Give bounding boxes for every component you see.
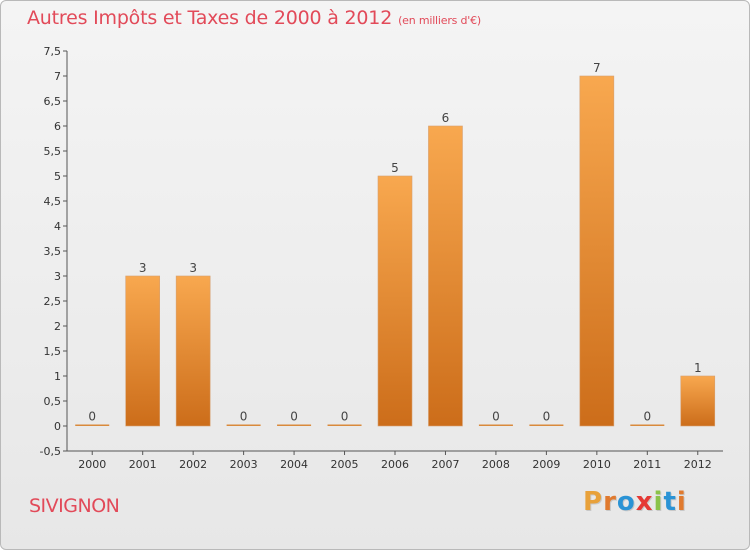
- logo-letter: r: [603, 487, 617, 517]
- y-tick-label: 4: [54, 220, 61, 233]
- y-tick-label: 3,5: [44, 245, 62, 258]
- x-tick-label-2003: 2003: [230, 458, 258, 471]
- bar-2011: [630, 424, 665, 426]
- x-tick-label-2005: 2005: [331, 458, 359, 471]
- value-label-2004: 0: [290, 410, 298, 424]
- x-tick-label-2012: 2012: [684, 458, 712, 471]
- y-tick-label: 6,5: [44, 95, 62, 108]
- value-label-2003: 0: [240, 410, 248, 424]
- chart-axes: -0,5 0 0,5 1 1,5 2 2,5 3 3,5 4 4,5 5 5,5 6 6,5 7 7,5 2000…: [40, 45, 723, 471]
- chart-title: Autres Impôts et Taxes de 2000 à 2012 (en…: [27, 7, 481, 29]
- proxiti-logo: Proxiti: [583, 487, 687, 517]
- bar-2003: [226, 424, 261, 426]
- bar-2004: [277, 424, 312, 426]
- bar-2007: [428, 125, 463, 427]
- x-tick-label-2007: 2007: [431, 458, 459, 471]
- x-tick-label-2011: 2011: [633, 458, 661, 471]
- bar-2009: [529, 424, 564, 426]
- logo-letter: o: [616, 487, 636, 517]
- y-tick-label: 7: [54, 70, 61, 83]
- value-label-2011: 0: [643, 410, 651, 424]
- bar-2006: [377, 175, 413, 427]
- y-tick-label: 7,5: [44, 45, 62, 58]
- x-tick-label-2010: 2010: [583, 458, 611, 471]
- value-label-2009: 0: [543, 410, 551, 424]
- chart-title-text: Autres Impôts et Taxes de 2000 à 2012: [27, 7, 393, 29]
- y-tick-label: 0: [54, 420, 61, 433]
- chart-value-labels: 0 3 3 0 0 0 5 6 0 0 7 0 1: [88, 61, 701, 424]
- x-tick-label-2009: 2009: [532, 458, 560, 471]
- x-tick-label-2006: 2006: [381, 458, 409, 471]
- value-label-2012: 1: [694, 361, 702, 375]
- bar-2002: [175, 275, 211, 427]
- bar-2001: [125, 275, 160, 427]
- value-label-2002: 3: [189, 261, 197, 275]
- logo-letter: i: [676, 487, 687, 517]
- y-tick-label: 2,5: [44, 295, 62, 308]
- y-tick-label: 1: [54, 370, 61, 383]
- value-label-2010: 7: [593, 61, 601, 75]
- y-tick-label: 2: [54, 320, 61, 333]
- commune-name: SIVIGNON: [29, 495, 120, 517]
- x-tick-label-2002: 2002: [179, 458, 207, 471]
- value-label-2007: 6: [442, 111, 450, 125]
- value-label-2000: 0: [88, 410, 96, 424]
- bar-2012: [680, 375, 716, 427]
- logo-letter: t: [663, 487, 677, 517]
- value-label-2006: 5: [391, 161, 399, 175]
- value-label-2001: 3: [139, 261, 147, 275]
- chart-bars: [75, 75, 716, 427]
- value-label-2008: 0: [492, 410, 500, 424]
- x-tick-label-2004: 2004: [280, 458, 308, 471]
- x-tick-label-2008: 2008: [482, 458, 510, 471]
- y-tick-label: 4,5: [44, 195, 62, 208]
- x-tick-label-2000: 2000: [78, 458, 106, 471]
- logo-letter: i: [653, 487, 664, 517]
- x-tick-label-2001: 2001: [129, 458, 157, 471]
- chart-unit: (en milliers d'€): [398, 14, 481, 27]
- y-tick-label: 5: [54, 170, 61, 183]
- logo-letter: P: [583, 487, 604, 517]
- value-label-2005: 0: [341, 410, 349, 424]
- y-tick-label: -0,5: [40, 445, 61, 458]
- bar-2008: [478, 424, 513, 426]
- y-tick-label: 1,5: [44, 345, 62, 358]
- bar-2000: [75, 424, 110, 426]
- bar-2010: [579, 75, 615, 427]
- y-tick-label: 6: [54, 120, 61, 133]
- bar-2005: [327, 424, 362, 426]
- y-tick-label: 3: [54, 270, 61, 283]
- y-tick-label: 5,5: [44, 145, 62, 158]
- logo-letter: x: [635, 487, 654, 517]
- y-tick-label: 0,5: [44, 395, 62, 408]
